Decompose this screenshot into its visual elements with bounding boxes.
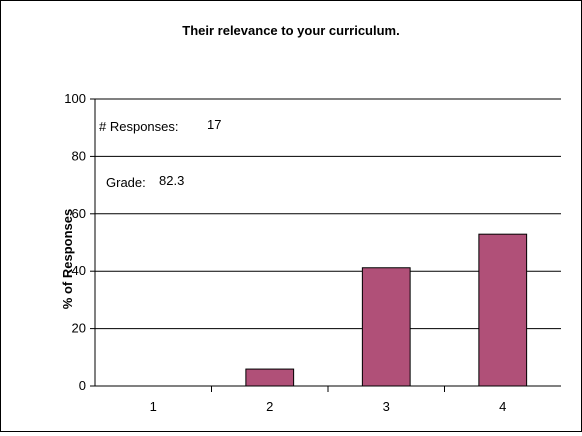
bar xyxy=(245,368,295,387)
chart-title: Their relevance to your curriculum. xyxy=(182,23,399,38)
y-tick-label: 100 xyxy=(64,91,86,106)
y-axis-label: % of Responses xyxy=(60,209,75,309)
x-tick-label: 3 xyxy=(383,399,390,414)
responses-label: # Responses: xyxy=(99,119,179,134)
x-tick-label: 2 xyxy=(266,399,273,414)
grade-value: 82.3 xyxy=(159,173,184,188)
x-tick-label: 1 xyxy=(150,399,157,414)
y-tick-label: 40 xyxy=(72,263,86,278)
y-tick-label: 20 xyxy=(72,321,86,336)
y-tick-label: 0 xyxy=(79,378,86,393)
y-tick-labels: 0 20 40 60 80 100 xyxy=(64,91,86,393)
bar xyxy=(361,267,411,387)
bar xyxy=(478,233,528,387)
y-tick-label: 80 xyxy=(72,148,86,163)
responses-value: 17 xyxy=(207,117,221,132)
bars xyxy=(245,233,528,387)
x-tick-labels: 1 2 3 4 xyxy=(150,386,506,414)
x-tick-label: 4 xyxy=(499,399,506,414)
grade-label: Grade: xyxy=(106,175,146,190)
y-tick-label: 60 xyxy=(72,206,86,221)
